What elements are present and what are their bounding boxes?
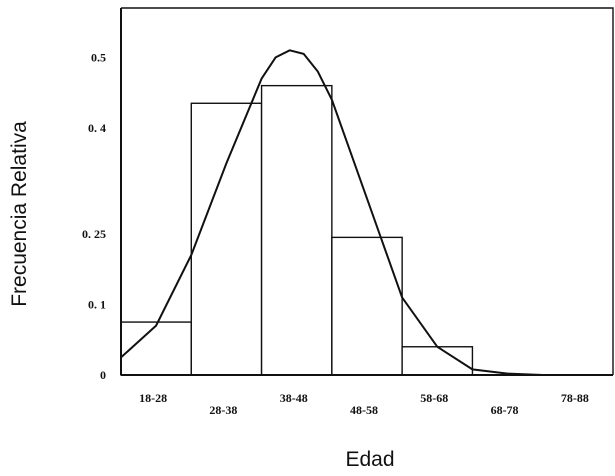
y-tick-labels: 0 0. 1 0. 25 0. 4 0.5 <box>82 50 106 382</box>
y-tick-label: 0.5 <box>91 50 106 64</box>
x-axis-title: Edad <box>345 448 394 471</box>
bar-28-38 <box>190 102 263 376</box>
bar-48-58 <box>331 236 403 376</box>
y-tick-label: 0. 4 <box>88 121 106 135</box>
fitted-curve-group <box>120 49 613 376</box>
x-tick-label: 48-58 <box>350 403 378 417</box>
x-tick-label: 58-68 <box>420 391 448 405</box>
fitted-curve <box>120 49 613 376</box>
y-tick-label: 0. 25 <box>82 227 106 241</box>
x-tick-label: 38-48 <box>280 391 308 405</box>
bars <box>120 84 474 376</box>
bar-58-68 <box>401 346 474 376</box>
x-tick-label: 28-38 <box>209 403 237 417</box>
y-tick-label: 0. 1 <box>88 297 106 311</box>
x-tick-label: 68-78 <box>491 403 519 417</box>
y-axis-title: Frecuencia Relativa <box>8 121 31 307</box>
x-tick-label: 18-28 <box>139 391 167 405</box>
x-tick-labels: 18-28 28-38 38-48 48-58 58-68 68-78 78-88 <box>139 391 589 417</box>
x-tick-label: 78-88 <box>561 391 589 405</box>
y-tick-label: 0 <box>100 368 106 382</box>
bar-38-48 <box>260 84 333 376</box>
plot-frame <box>121 7 614 375</box>
